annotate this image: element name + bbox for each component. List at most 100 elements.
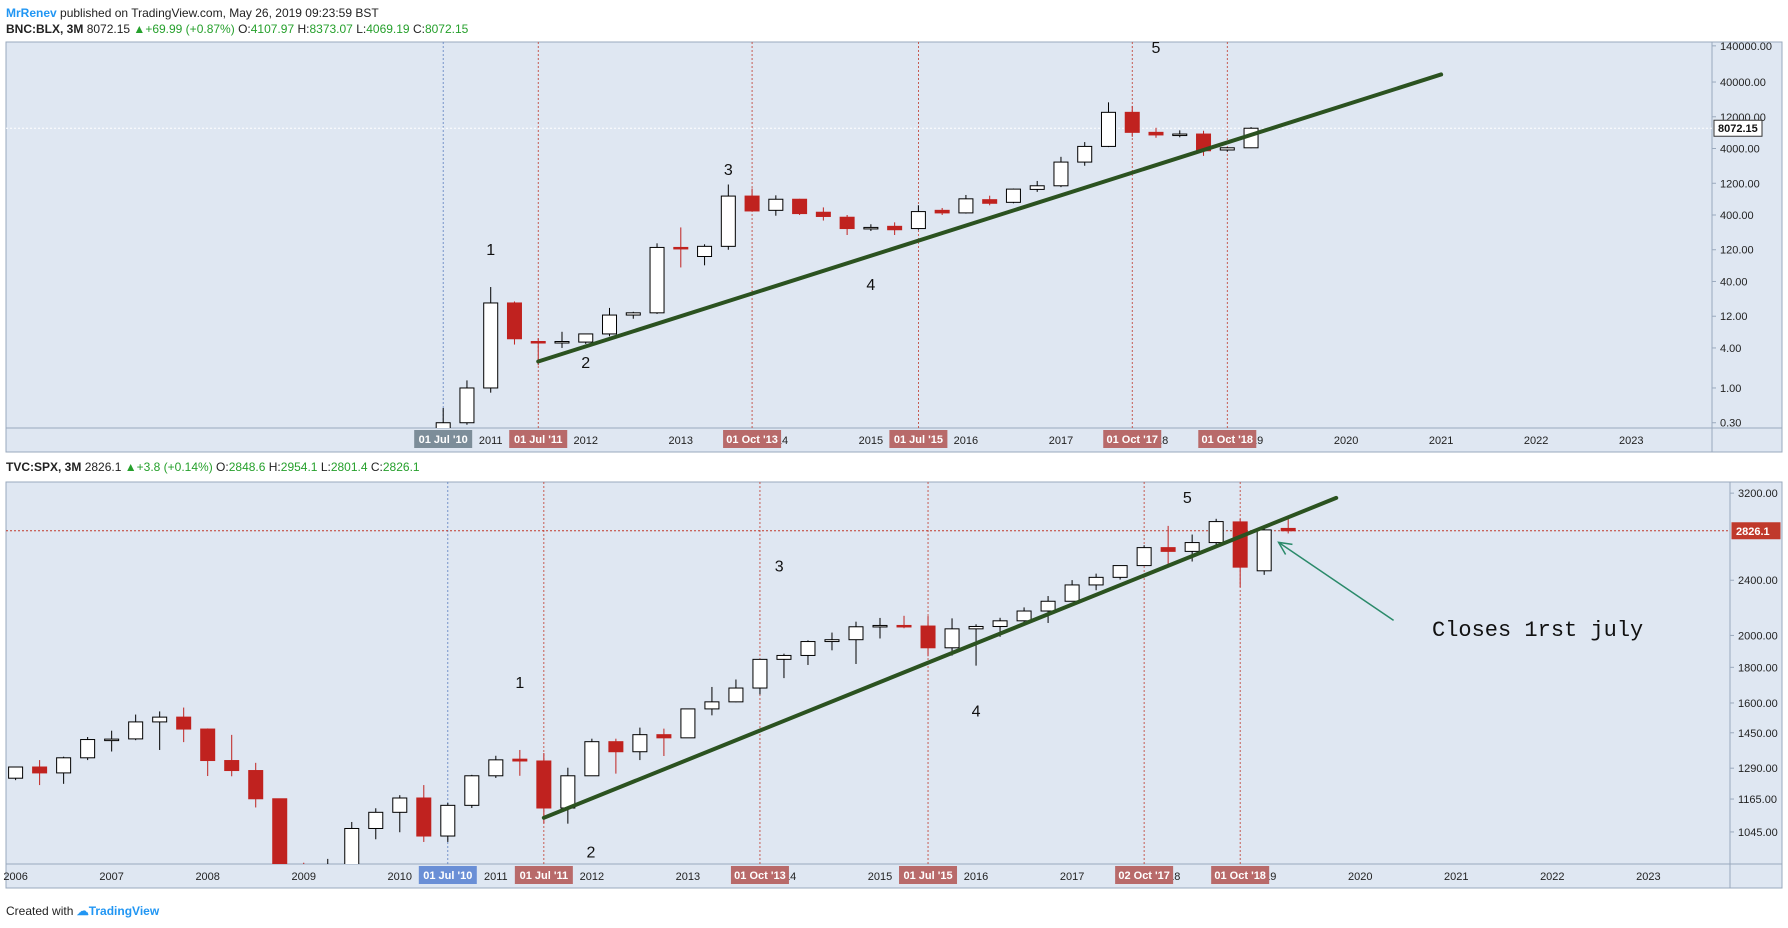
- candle-body: [800, 641, 816, 656]
- wave-label: 5: [1183, 490, 1192, 507]
- candle-body: [554, 341, 570, 344]
- candle-body: [649, 246, 665, 314]
- candle-body: [1232, 521, 1248, 568]
- date-marker-tag: [730, 866, 789, 884]
- y-tick-label: 1200.00: [1720, 178, 1760, 190]
- date-marker-label: 01 Jul '15: [894, 434, 943, 446]
- date-marker-tag: [414, 430, 473, 448]
- x-tick-label: 2022: [1524, 435, 1548, 447]
- candle-body: [1088, 576, 1104, 586]
- candle-body: [1029, 185, 1045, 190]
- change-top: +69.99 (+0.87%): [145, 22, 235, 36]
- candle-body: [32, 766, 48, 774]
- candle-body: [104, 738, 120, 742]
- candle-body: [1064, 584, 1080, 602]
- close-value-bottom: 2826.1: [382, 460, 420, 474]
- y-tick-label: 400.00: [1720, 210, 1754, 222]
- candle-body: [768, 198, 784, 211]
- high-value-bottom: 2954.1: [280, 460, 318, 474]
- candle-body: [560, 775, 576, 809]
- candle-body: [887, 225, 903, 231]
- symbol-label-bottom[interactable]: TVC:SPX, 3M: [6, 460, 82, 474]
- high-value-top: 8373.07: [309, 22, 353, 36]
- date-marker-tag: [1115, 866, 1174, 884]
- wave-label: 5: [1152, 40, 1161, 57]
- publish-header: MrRenev published on TradingView.com, Ma…: [6, 6, 379, 20]
- author-link[interactable]: MrRenev: [6, 6, 57, 20]
- close-label-top: C:: [412, 22, 425, 36]
- x-tick-label: 2007: [99, 871, 123, 883]
- date-marker-label: 01 Oct '13: [726, 434, 778, 446]
- candle-body: [128, 721, 144, 740]
- wave-label: 2: [586, 845, 595, 862]
- date-marker-label: 01 Oct '18: [1202, 434, 1254, 446]
- candle-body: [344, 827, 360, 864]
- x-tick-label: 2016: [954, 435, 978, 447]
- candle-body: [656, 734, 672, 739]
- date-marker-label: 01 Oct '18: [1214, 870, 1266, 882]
- candle-body: [720, 195, 736, 247]
- candle-body: [1208, 521, 1224, 544]
- candle-body: [1016, 610, 1032, 622]
- date-marker-label: 01 Jul '15: [903, 870, 952, 882]
- candle-body: [680, 708, 696, 739]
- candle-body: [992, 620, 1008, 627]
- date-marker-label: 02 Oct '17: [1118, 870, 1170, 882]
- price-tag-label: 8072.15: [1718, 123, 1758, 135]
- x-tick-label: 2011: [479, 435, 503, 447]
- candle-body: [1124, 111, 1140, 133]
- candle-body: [248, 770, 264, 800]
- date-marker-label: 01 Jul '10: [419, 434, 468, 446]
- y-tick-label: 40000.00: [1720, 77, 1766, 89]
- candle-body: [1100, 111, 1116, 147]
- candle-body: [744, 195, 760, 212]
- candle-body: [848, 626, 864, 641]
- y-tick-label: 3200.00: [1738, 488, 1778, 500]
- last-price-top: 8072.15: [86, 22, 131, 36]
- price-tag: [1731, 522, 1781, 540]
- candle-body: [392, 797, 408, 813]
- x-tick-label: 2021: [1444, 871, 1468, 883]
- tradingview-link[interactable]: TradingView: [88, 904, 160, 918]
- symbol-label-top[interactable]: BNC:BLX, 3M: [6, 22, 84, 36]
- candle-body: [536, 760, 552, 809]
- tradingview-logo-icon[interactable]: ☁: [76, 904, 89, 918]
- wave-label: 3: [724, 162, 733, 179]
- date-marker-label: 01 Oct '13: [734, 870, 786, 882]
- date-marker-tag: [514, 866, 573, 884]
- last-price-bottom: 2826.1: [84, 460, 122, 474]
- candle-body: [512, 758, 528, 762]
- candle-body: [1219, 147, 1235, 151]
- date-marker-tag: [899, 866, 958, 884]
- candle-body: [982, 199, 998, 204]
- annotation-text: Closes 1rst july: [1432, 618, 1643, 643]
- candle-body: [608, 741, 624, 753]
- x-tick-label: 2015: [868, 871, 892, 883]
- candle-body: [815, 211, 831, 217]
- wave-label: 4: [972, 704, 981, 721]
- chart-panel-spx[interactable]: 1 2 3 4 5 Closes 1rst july 3200.00 2400.00 2000.…: [3, 481, 1783, 928]
- candle-body: [920, 625, 936, 649]
- created-with-label: Created with: [6, 904, 74, 918]
- candle-body: [1040, 600, 1056, 612]
- low-value-bottom: 2801.4: [330, 460, 368, 474]
- x-tick-label: 2013: [676, 871, 700, 883]
- low-label-top: L:: [356, 22, 367, 36]
- y-tick-label: 4.00: [1720, 343, 1741, 355]
- candle-body: [1077, 145, 1093, 163]
- y-tick-label: 4000.00: [1720, 144, 1760, 156]
- candle-body: [872, 624, 888, 628]
- y-tick-label: 140000.00: [1720, 41, 1772, 53]
- date-marker-label: 01 Jul '11: [520, 870, 569, 882]
- candle-body: [1136, 547, 1152, 567]
- wave-label: 4: [866, 277, 875, 294]
- close-label-bottom: C:: [370, 460, 383, 474]
- footer: Created with ☁TradingView: [6, 904, 159, 918]
- candle-body: [1112, 565, 1128, 578]
- candle-body: [910, 211, 926, 230]
- price-tag: [1713, 119, 1763, 137]
- arrow-head-icon: [1277, 541, 1293, 555]
- date-marker-tag: [889, 430, 948, 448]
